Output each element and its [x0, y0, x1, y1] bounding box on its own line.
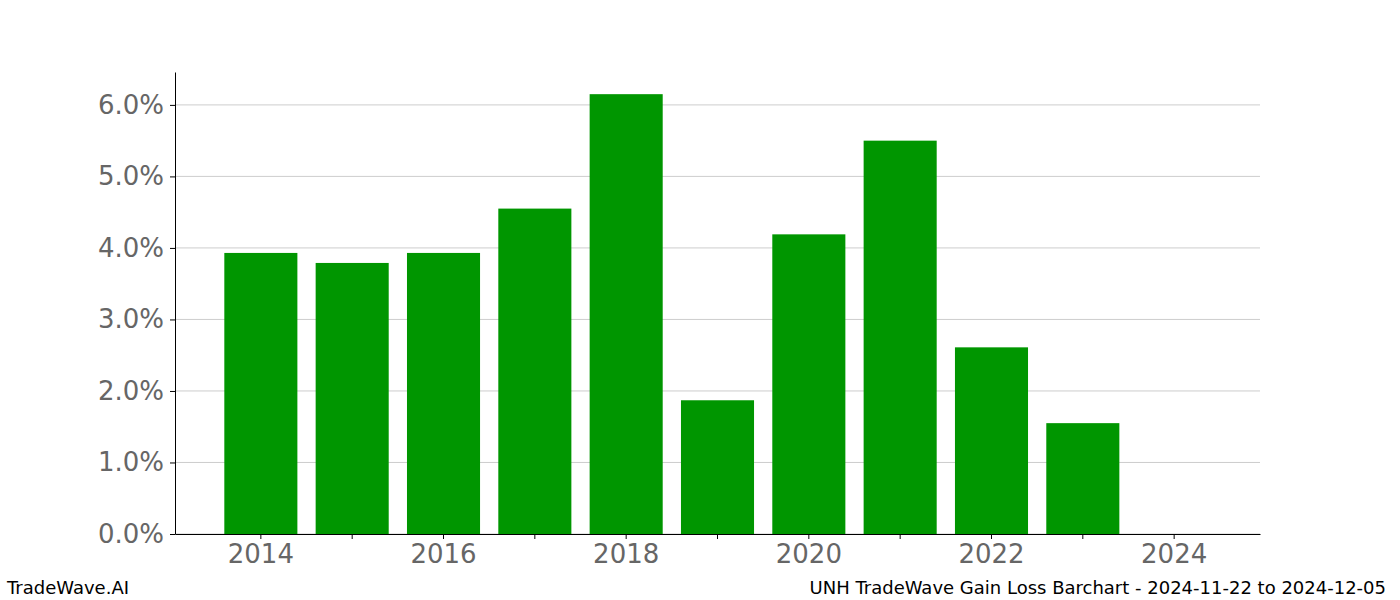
- x-tick: [900, 534, 901, 539]
- title: UNH TradeWave Gain Loss Barchart - 2024-…: [810, 577, 1386, 598]
- bar: [498, 209, 571, 534]
- y-tick-label: 0.0%: [98, 519, 164, 549]
- bar: [864, 141, 937, 534]
- x-tick-label: 2024: [1141, 539, 1207, 569]
- x-tick-label: 2016: [410, 539, 476, 569]
- x-tick: 2014: [228, 534, 294, 569]
- y-tick-mark: [170, 176, 175, 177]
- x-tick-mark: [352, 534, 353, 539]
- y-tick-mark: [170, 391, 175, 392]
- x-tick: [534, 534, 535, 539]
- y-axis: 0.0% 1.0% 2.0% 3.0% 4.0% 5.0% 6.0%: [98, 73, 176, 549]
- y-tick: 5.0%: [98, 161, 175, 191]
- y-tick-mark: [170, 248, 175, 249]
- x-tick-mark: [443, 534, 444, 539]
- y-tick: 1.0%: [98, 447, 175, 477]
- grid-line: [175, 176, 1260, 177]
- y-tick-label: 6.0%: [98, 90, 164, 120]
- y-tick-mark: [170, 319, 175, 320]
- x-tick-label: 2014: [228, 539, 294, 569]
- chart: 0.0% 1.0% 2.0% 3.0% 4.0% 5.0% 6.0% 2014 2016 2018…: [0, 0, 1400, 600]
- x-tick-label: 2022: [958, 539, 1024, 569]
- bar: [772, 234, 845, 534]
- x-tick: [717, 534, 718, 539]
- y-tick-label: 4.0%: [98, 233, 164, 263]
- x-tick-label: 2020: [776, 539, 842, 569]
- y-tick-label: 5.0%: [98, 161, 164, 191]
- x-tick: 2018: [593, 534, 659, 569]
- bar: [955, 347, 1028, 534]
- x-tick: 2022: [958, 534, 1024, 569]
- bar: [681, 400, 754, 534]
- x-tick-mark: [626, 534, 627, 539]
- x-tick-label: 2018: [593, 539, 659, 569]
- bar: [316, 263, 389, 534]
- grid: [175, 105, 1260, 534]
- grid-line: [175, 247, 1260, 248]
- x-tick: [352, 534, 353, 539]
- y-tick-mark: [170, 534, 175, 535]
- x-tick-mark: [808, 534, 809, 539]
- y-tick: 2.0%: [98, 376, 175, 406]
- x-tick: [1082, 534, 1083, 539]
- bar: [590, 94, 663, 534]
- x-tick-mark: [717, 534, 718, 539]
- y-tick-label: 3.0%: [98, 304, 164, 334]
- y-tick: 4.0%: [98, 233, 175, 263]
- bars: [224, 94, 1119, 534]
- x-tick-mark: [534, 534, 535, 539]
- x-tick: 2016: [410, 534, 476, 569]
- y-tick: 6.0%: [98, 90, 175, 120]
- y-tick: 0.0%: [98, 519, 175, 549]
- x-tick-mark: [900, 534, 901, 539]
- bar: [224, 253, 297, 534]
- x-tick-mark: [1174, 534, 1175, 539]
- y-tick-mark: [170, 105, 175, 106]
- x-tick: 2024: [1141, 534, 1207, 569]
- bar: [407, 253, 480, 534]
- y-tick-label: 1.0%: [98, 447, 164, 477]
- y-tick-label: 2.0%: [98, 376, 164, 406]
- bar: [1046, 423, 1119, 534]
- x-tick-mark: [260, 534, 261, 539]
- y-axis-line: [175, 73, 176, 535]
- y-tick-mark: [170, 462, 175, 463]
- grid-line: [175, 104, 1260, 105]
- x-tick-mark: [991, 534, 992, 539]
- y-tick: 3.0%: [98, 304, 175, 334]
- x-axis: 2014 2016 2018 2020 2022 2024: [176, 534, 1261, 569]
- x-tick: 2020: [776, 534, 842, 569]
- x-tick-mark: [1082, 534, 1083, 539]
- bar: [1138, 534, 1211, 535]
- annotation: TradeWave.AI: [6, 577, 129, 598]
